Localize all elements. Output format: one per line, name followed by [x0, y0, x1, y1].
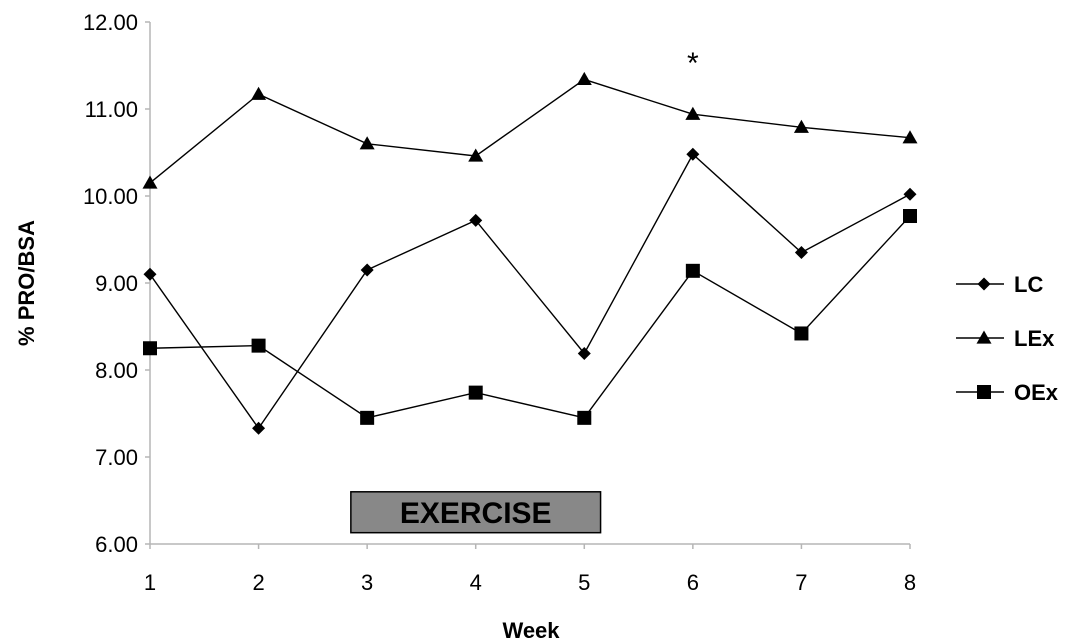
data-point-oex	[794, 326, 809, 341]
data-point-lex	[359, 136, 375, 150]
x-tick-label: 5	[578, 570, 590, 595]
series-oex	[143, 209, 917, 425]
y-tick-label: 12.00	[83, 10, 138, 35]
significance-marker: *	[687, 47, 699, 80]
x-axis: 1 2 3 4 5 6 7 8	[144, 543, 916, 595]
x-tick-label: 1	[144, 570, 156, 595]
legend-item-lc: LC	[956, 272, 1043, 297]
series-line-lex	[149, 78, 911, 184]
legend-item-lex: LEx	[956, 326, 1055, 351]
x-tick-label: 7	[795, 570, 807, 595]
legend-label: LEx	[1014, 326, 1055, 351]
y-tick-label: 10.00	[83, 184, 138, 209]
x-tick-label: 8	[904, 570, 916, 595]
exercise-period-box	[350, 491, 602, 534]
y-tick-labels: 6.00 7.00 8.00 9.00 10.00 11.00 12.00	[83, 10, 150, 557]
data-point-lc	[686, 147, 700, 161]
series-line-oex	[149, 215, 911, 419]
y-tick-label: 6.00	[95, 532, 138, 557]
data-point-oex	[468, 385, 483, 400]
data-point-lc	[794, 246, 808, 260]
data-point-lex	[793, 119, 809, 133]
legend-item-oex: OEx	[956, 380, 1059, 405]
data-point-lex	[576, 71, 592, 86]
series-lex	[142, 71, 918, 189]
series-lc	[143, 147, 917, 435]
exercise-label: EXERCISE	[400, 497, 552, 530]
x-tick-label: 3	[361, 570, 373, 595]
y-axis: 6.00 7.00 8.00 9.00 10.00 11.00 12.00	[83, 10, 151, 557]
data-point-lc	[577, 346, 591, 360]
x-tick-label: 4	[470, 570, 482, 595]
data-point-oex	[251, 338, 266, 353]
series-line-lc	[149, 153, 911, 430]
data-series	[142, 71, 918, 435]
data-point-oex	[577, 410, 592, 425]
x-tick-label: 6	[687, 570, 699, 595]
legend-marker-lex	[976, 330, 992, 344]
annotations: * EXERCISE	[350, 47, 699, 534]
legend-label: OEx	[1014, 380, 1059, 405]
y-axis-title: % PRO/BSA	[14, 220, 39, 346]
x-tick-label: 2	[252, 570, 264, 595]
data-point-oex	[685, 263, 700, 278]
legend: LC LEx OEx	[956, 272, 1059, 405]
legend-marker-oex	[977, 385, 991, 399]
x-tick-labels: 1 2 3 4 5 6 7 8	[144, 544, 916, 595]
data-point-lex	[142, 175, 158, 189]
y-tick-label: 7.00	[95, 445, 138, 470]
data-point-lc	[252, 421, 266, 435]
data-point-lex	[251, 86, 267, 100]
data-point-lc	[143, 267, 157, 281]
data-point-lc	[469, 213, 483, 227]
data-point-lc	[360, 263, 374, 277]
x-axis-title: Week	[502, 618, 560, 643]
data-point-lex	[468, 148, 484, 162]
data-point-oex	[903, 209, 917, 224]
y-tick-label: 8.00	[95, 358, 138, 383]
data-point-lc	[903, 187, 917, 201]
data-point-lex	[902, 130, 918, 144]
y-tick-label: 9.00	[95, 271, 138, 296]
data-point-oex	[143, 341, 157, 356]
data-point-oex	[360, 410, 375, 425]
legend-label: LC	[1014, 272, 1043, 297]
y-tick-label: 11.00	[85, 97, 138, 122]
legend-marker-lc	[977, 277, 991, 291]
data-point-lex	[685, 106, 701, 120]
